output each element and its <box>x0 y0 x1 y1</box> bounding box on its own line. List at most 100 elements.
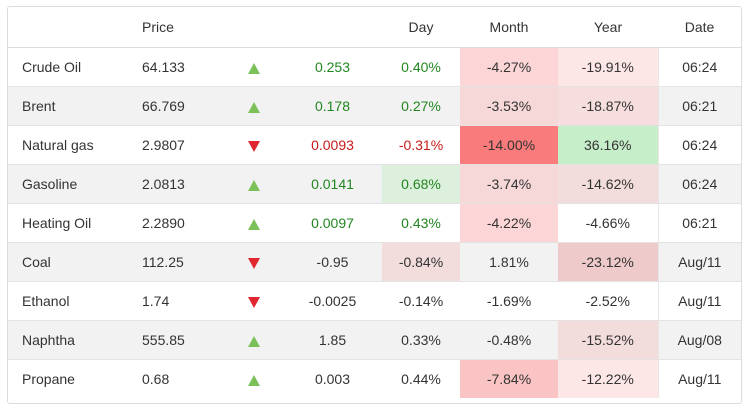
date-value: 06:24 <box>657 164 741 204</box>
trend-cell <box>225 47 283 87</box>
table-row-crude-oil[interactable]: Crude Oil 64.133 0.253 0.40% -4.27% -19.91% 06… <box>8 47 741 87</box>
triangle-down-icon <box>248 296 260 308</box>
trend-cell <box>225 125 283 165</box>
header-change <box>283 7 382 48</box>
date-value: 06:21 <box>657 203 741 243</box>
header-day[interactable]: Day <box>382 7 460 48</box>
day-change: -0.31% <box>382 125 460 165</box>
table-row-natural-gas[interactable]: Natural gas 2.9807 0.0093 -0.31% -14.00% 36.1… <box>8 125 741 165</box>
date-value: Aug/08 <box>657 320 741 360</box>
price-value: 2.9807 <box>138 125 225 165</box>
commodity-name[interactable]: Gasoline <box>8 164 138 204</box>
year-change: 36.16% <box>558 125 658 165</box>
change-value: 0.0093 <box>283 125 382 165</box>
trend-cell <box>225 281 283 321</box>
price-value: 2.0813 <box>138 164 225 204</box>
year-change: -12.22% <box>558 359 658 398</box>
triangle-up-icon <box>248 179 260 191</box>
day-change: 0.44% <box>401 371 441 387</box>
triangle-up-icon <box>248 101 260 113</box>
year-change: -4.66% <box>558 203 658 243</box>
triangle-up-icon <box>248 374 260 386</box>
day-change: -0.14% <box>382 281 460 321</box>
triangle-down-icon <box>248 140 260 152</box>
day-change: 0.68% <box>382 164 460 204</box>
date-value: Aug/11 <box>657 359 741 398</box>
price-value: 1.74 <box>138 281 225 321</box>
month-change: -3.74% <box>460 164 558 204</box>
triangle-down-icon <box>248 257 260 269</box>
trend-cell <box>225 320 283 360</box>
commodity-name[interactable]: Natural gas <box>8 125 138 165</box>
month-change: -3.53% <box>460 86 558 126</box>
commodities-table-panel: Price Day Month Year Date Crude Oil 64.13… <box>7 6 742 404</box>
table-header-row: Price Day Month Year Date <box>8 7 741 48</box>
month-change: -0.48% <box>460 320 558 360</box>
change-value: 1.85 <box>283 320 382 360</box>
trend-cell <box>225 360 283 399</box>
price-value: 2.2890 <box>138 203 225 243</box>
month-change: -14.00% <box>460 125 558 165</box>
change-value: 0.0097 <box>283 203 382 243</box>
year-change: -18.87% <box>558 86 658 126</box>
year-change: -15.52% <box>558 320 658 360</box>
table-row-ethanol[interactable]: Ethanol 1.74 -0.0025 -0.14% -1.69% -2.52% Aug/… <box>8 281 741 321</box>
header-month[interactable]: Month <box>460 7 558 48</box>
header-trend <box>225 7 283 48</box>
trend-cell <box>225 203 283 243</box>
change-value: 0.0141 <box>283 164 382 204</box>
year-change: -23.12% <box>558 242 658 282</box>
change-value: 0.003 <box>314 371 351 387</box>
commodity-name[interactable]: Naphtha <box>8 320 138 360</box>
change-value: -0.0025 <box>283 281 382 321</box>
day-change: 0.43% <box>382 203 460 243</box>
month-change: -4.27% <box>460 47 558 87</box>
month-change: 1.81% <box>460 242 558 282</box>
price-value: 66.769 <box>138 86 225 126</box>
change-value: -0.95 <box>283 242 382 282</box>
year-change: -2.52% <box>558 281 658 321</box>
price-value: 112.25 <box>138 242 225 282</box>
date-value: 06:24 <box>657 47 741 87</box>
table-row-brent[interactable]: Brent 66.769 0.178 0.27% -3.53% -18.87% 06:21 <box>8 86 741 126</box>
table-row-naphtha[interactable]: Naphtha 555.85 1.85 0.33% -0.48% -15.52% Aug/0… <box>8 320 741 360</box>
header-name <box>8 7 138 48</box>
table-row-gasoline[interactable]: Gasoline 2.0813 0.0141 0.68% -3.74% -14.62% 06… <box>8 164 741 204</box>
day-change: 0.27% <box>382 86 460 126</box>
change-value: 0.253 <box>283 47 382 87</box>
year-change: -19.91% <box>558 47 658 87</box>
price-value: 555.85 <box>138 320 225 360</box>
table-row-coal[interactable]: Coal 112.25 -0.95 -0.84% 1.81% -23.12% Aug/11 <box>8 242 741 282</box>
header-price[interactable]: Price <box>138 7 225 48</box>
month-change: -7.84% <box>460 359 558 398</box>
commodity-name[interactable]: Propane <box>22 371 75 387</box>
commodity-name[interactable]: Coal <box>8 242 138 282</box>
triangle-up-icon <box>248 335 260 347</box>
date-value: Aug/11 <box>657 281 741 321</box>
commodity-name[interactable]: Heating Oil <box>8 203 138 243</box>
commodity-name[interactable]: Brent <box>8 86 138 126</box>
day-change: 0.40% <box>382 47 460 87</box>
commodity-name[interactable]: Crude Oil <box>8 47 138 87</box>
table-row-propane[interactable]: Propane 0.68 0.003 0.44% -7.84% -12.22% Aug/11 <box>8 359 741 399</box>
table-row-heating-oil[interactable]: Heating Oil 2.2890 0.0097 0.43% -4.22% -4.66%… <box>8 203 741 243</box>
date-value: 06:21 <box>657 86 741 126</box>
trend-cell <box>225 164 283 204</box>
header-date[interactable]: Date <box>658 7 741 48</box>
price-value: 0.68 <box>142 371 170 387</box>
header-year[interactable]: Year <box>558 7 658 48</box>
month-change: -4.22% <box>460 203 558 243</box>
date-value: 06:24 <box>657 125 741 165</box>
triangle-up-icon <box>248 218 260 230</box>
commodity-name[interactable]: Ethanol <box>8 281 138 321</box>
table-body: Crude Oil 64.133 0.253 0.40% -4.27% -19.91% 06… <box>8 47 741 399</box>
trend-cell <box>225 86 283 126</box>
month-change: -1.69% <box>460 281 558 321</box>
date-value: Aug/11 <box>657 242 741 282</box>
triangle-up-icon <box>248 62 260 74</box>
trend-cell <box>225 242 283 282</box>
day-change: -0.84% <box>382 242 460 282</box>
commodities-table: Price Day Month Year Date Crude Oil 64.13… <box>8 7 741 398</box>
day-change: 0.33% <box>382 320 460 360</box>
price-value: 64.133 <box>138 47 225 87</box>
